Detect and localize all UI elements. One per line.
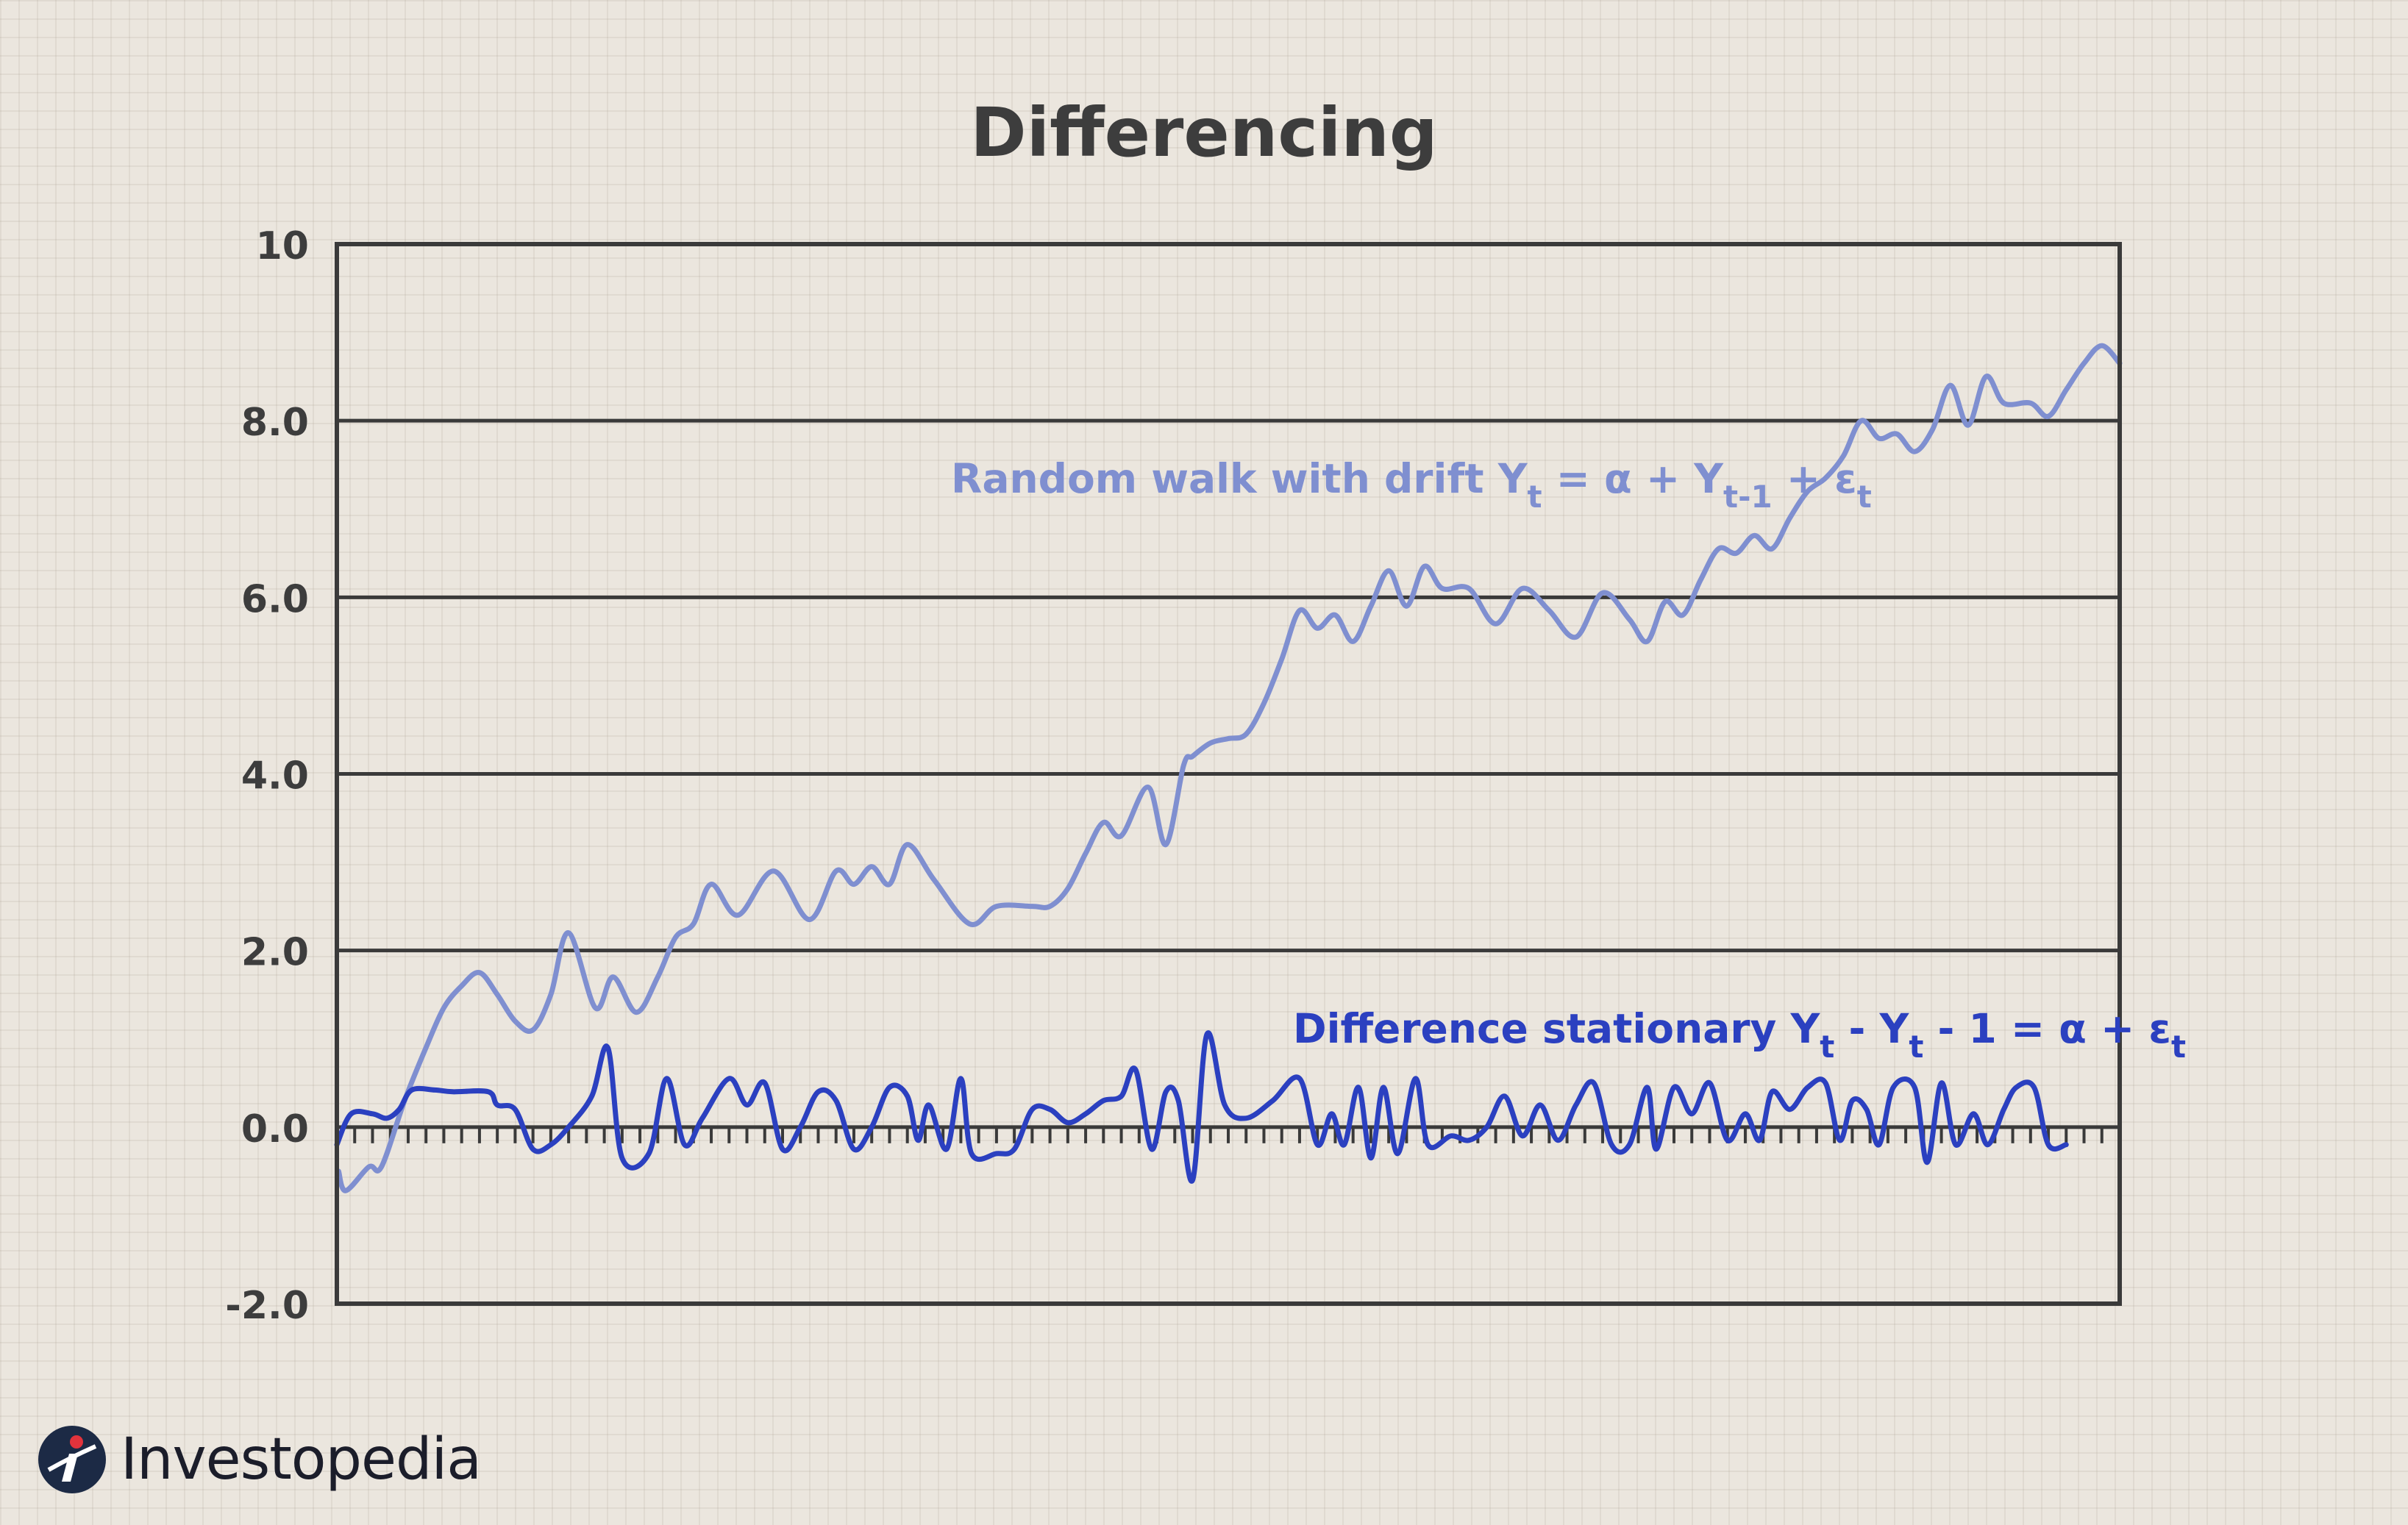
gridlines — [337, 242, 2120, 1306]
y-tick-label: 10 — [256, 224, 309, 268]
y-tick-label: 2.0 — [241, 931, 309, 975]
series-line-difference-stationary — [334, 1030, 2069, 1184]
series-line-random-walk — [335, 343, 2123, 1193]
y-tick-label: 8.0 — [241, 401, 309, 445]
annotation-difference-stationary: Difference stationary Yt - Yt - 1 = α + … — [1293, 1005, 2186, 1065]
x-minor-ticks — [335, 1126, 2121, 1143]
y-tick-label: 4.0 — [241, 754, 309, 799]
chart-title: Differencing — [970, 93, 1438, 172]
y-tick-labels: -2.0 0.0 2.0 4.0 6.0 8.0 10 — [225, 224, 309, 1328]
y-tick-label: 0.0 — [241, 1107, 309, 1151]
y-tick-label: 6.0 — [241, 577, 309, 621]
annotation-random-walk: Random walk with drift Yt = α + Yt-1 + ε… — [951, 455, 1872, 515]
brand-logo: Investopedia — [37, 1419, 482, 1500]
brand-name: Investopedia — [121, 1426, 482, 1493]
y-tick-label: -2.0 — [225, 1284, 309, 1328]
plot-frame — [335, 242, 2122, 1306]
investopedia-logo-icon — [38, 1426, 106, 1493]
